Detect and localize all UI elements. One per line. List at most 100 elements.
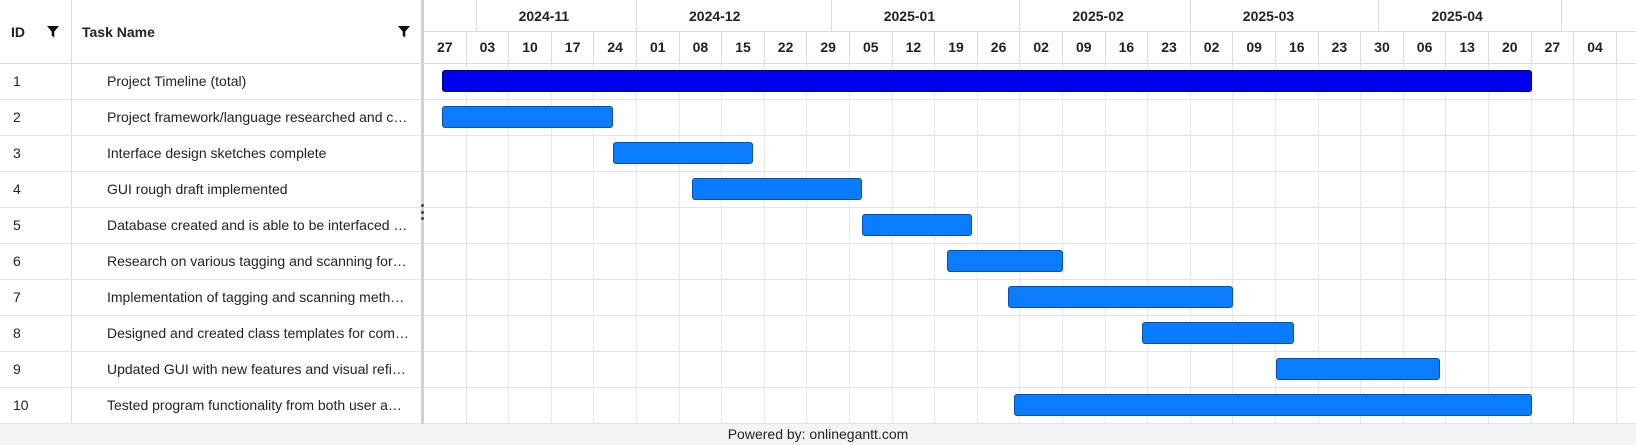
id-column-header[interactable]: ID [0,0,72,64]
week-gridline [636,64,637,424]
table-row[interactable]: 2 Project framework/language researched a… [0,100,421,136]
table-row[interactable]: 8 Designed and created class templates fo… [0,316,421,352]
week-gridline [1189,64,1191,424]
week-gridline [934,64,936,424]
week-header-cell: 05 [850,32,893,64]
task-bar[interactable] [691,178,863,200]
id-filter-icon[interactable] [47,26,59,38]
task-id-cell: 5 [0,208,72,244]
task-bar[interactable] [442,106,613,128]
table-row[interactable]: 9 Updated GUI with new features and visua… [0,352,421,388]
table-row[interactable]: 1 Project Timeline (total) [0,64,421,100]
summary-bar[interactable] [442,70,1532,92]
task-name-cell[interactable]: GUI rough draft implemented [107,181,288,197]
month-header-cell: 2025-02 [1020,0,1191,32]
month-label: 2025-02 [1072,8,1124,24]
task-bar[interactable] [1142,322,1295,344]
row-gridline [424,243,1636,244]
table-row[interactable]: 5 Database created and is able to be inte… [0,208,421,244]
table-row[interactable]: 4 GUI rough draft implemented [0,172,421,208]
week-header-cell: 02 [1191,32,1234,64]
task-name-cell[interactable]: Project Timeline (total) [107,73,247,89]
week-header-cell: 23 [1319,32,1362,64]
week-header-cell: 20 [1489,32,1532,64]
task-name-cell[interactable]: Implementation of tagging and scanning m… [107,289,409,305]
week-gridline [508,64,510,424]
task-id-cell: 6 [0,244,72,280]
week-gridline [550,64,552,424]
week-header-cell: 08 [680,32,723,64]
week-header-cell: 19 [935,32,978,64]
task-bar[interactable] [1276,358,1441,380]
table-row[interactable]: 3 Interface design sketches complete [0,136,421,172]
week-header-cell: 27 [424,32,467,64]
row-gridline [424,387,1636,388]
week-gridline [1317,64,1319,424]
task-name-cell[interactable]: Updated GUI with new features and visual… [107,361,409,377]
week-header-cell: 09 [1233,32,1276,64]
task-name-cell[interactable]: Designed and created class templates for… [107,325,409,341]
row-gridline [424,351,1636,352]
task-id-cell: 7 [0,280,72,316]
month-label: 2025-03 [1242,8,1295,24]
table-row[interactable]: 7 Implementation of tagging and scanning … [0,280,421,316]
week-header-cell: 16 [1106,32,1149,64]
task-name-header-label: Task Name [82,24,155,40]
week-header-cell: 17 [552,32,595,64]
task-name-cell[interactable]: Research on various tagging and scanning… [107,253,409,269]
month-label: 2024-11 [518,8,570,24]
task-name-column-header[interactable]: Task Name [72,0,421,64]
splitter-handle-icon[interactable] [419,204,426,220]
task-bar[interactable] [947,250,1063,272]
week-header-cell: 29 [807,32,850,64]
week-header-cell: 16 [1276,32,1319,64]
week-header-cell: 06 [1404,32,1447,64]
row-gridline [424,99,1636,100]
footer: Powered by: onlinegantt.com [0,424,1636,445]
task-id-cell: 4 [0,172,72,208]
table-row[interactable]: 6 Research on various tagging and scannin… [0,244,421,280]
task-grid: ID Task Name 1 Project Timeline (total) 2 P… [0,0,421,424]
week-gridline [1530,64,1532,424]
month-header-cell [424,0,477,32]
week-gridline [763,64,765,424]
table-row[interactable]: 10 Tested program functionality from both… [0,388,421,424]
task-name-cell[interactable]: Database created and is able to be inter… [107,217,409,233]
week-gridline [1615,64,1617,424]
month-header-cell: 2024-11 [467,0,637,32]
month-header-cell: 2025-04 [1379,0,1563,32]
task-id-cell: 1 [0,64,72,100]
week-header-cell: 27 [1532,32,1575,64]
month-header-cell: 2025-01 [832,0,1021,32]
week-gridline [465,64,467,424]
week-header-cell: 01 [637,32,680,64]
row-gridline [424,315,1636,316]
task-name-cell[interactable]: Interface design sketches complete [107,145,327,161]
task-id-cell: 9 [0,352,72,388]
month-header-cell: 2024-12 [637,0,832,32]
pane-splitter[interactable] [421,0,424,424]
week-header-row: 27 03 10 17 24 01 08 15 22 29 05 12 19 26 02 09 16 23 02 09… [424,32,1636,64]
task-id-cell: 2 [0,100,72,136]
row-gridline [424,135,1636,136]
row-gridline [424,207,1636,208]
week-header-cell: 02 [1020,32,1063,64]
task-name-cell[interactable]: Tested program functionality from both u… [107,397,409,413]
week-header-cell: 10 [509,32,552,64]
week-gridline [976,64,978,424]
row-gridline [424,423,1636,424]
week-gridline [678,64,680,424]
week-gridline [806,64,808,424]
task-bar[interactable] [1008,286,1234,308]
task-bar[interactable] [862,214,972,236]
week-gridline [1445,64,1447,424]
month-label: 2025-04 [1431,8,1483,24]
week-gridline [1402,64,1404,424]
task-name-cell[interactable]: Project framework/language researched an… [107,109,409,125]
task-bar[interactable] [1014,394,1532,416]
week-gridline [1360,64,1362,424]
week-gridline [1275,64,1276,424]
task-name-filter-icon[interactable] [398,26,410,38]
task-bar[interactable] [612,142,753,164]
